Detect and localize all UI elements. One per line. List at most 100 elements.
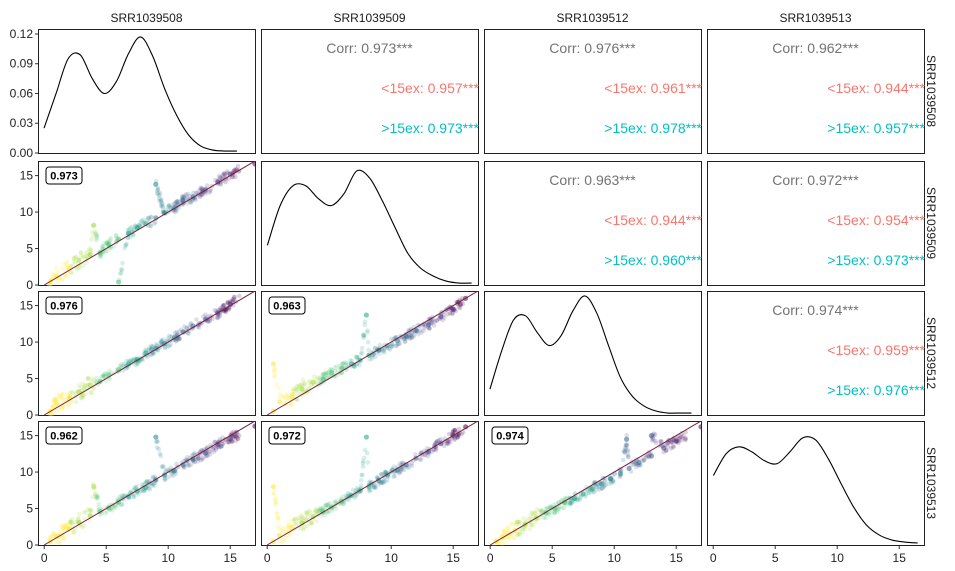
scatter-cloud-point xyxy=(103,249,108,254)
scatter-cloud-point xyxy=(343,493,349,498)
scatter-cloud-point xyxy=(89,376,95,381)
scatter-cloud-point xyxy=(681,433,686,439)
scatter-cloud-point xyxy=(446,431,452,437)
scatter-point xyxy=(450,306,456,312)
scatter-cloud-point xyxy=(412,451,418,457)
scatter-cloud-point xyxy=(306,379,312,385)
scatter-cloud-point xyxy=(210,316,215,322)
scatter-cloud-point xyxy=(289,402,295,407)
scatter-cloud-point xyxy=(81,516,87,521)
scatter-cloud-point xyxy=(343,362,349,367)
scatter-cloud-point xyxy=(88,247,94,253)
scatter-cloud-point xyxy=(359,472,365,478)
scatter-cloud-point xyxy=(85,376,91,382)
scatter-cloud-point xyxy=(165,204,171,210)
scatter-cloud-point xyxy=(172,209,178,214)
scatter-cloud-point xyxy=(211,449,217,455)
scatter-cloud-point xyxy=(378,472,384,477)
scatter-cloud-point xyxy=(492,544,497,546)
scatter-cloud-point xyxy=(77,265,83,271)
scatter-cloud-point xyxy=(171,201,177,206)
scatter-cloud-point xyxy=(55,279,60,284)
scatter-cloud-point xyxy=(357,362,362,368)
scatter-cloud-point xyxy=(168,465,174,470)
scatter-cloud-point xyxy=(408,332,413,338)
scatter-cloud-point xyxy=(68,520,74,525)
scatter-cloud-point xyxy=(380,472,385,477)
scatter-cloud-point xyxy=(69,270,74,275)
scatter-cloud-point xyxy=(155,439,161,444)
scatter-cloud-point xyxy=(176,336,182,342)
scatter-cloud-point xyxy=(534,507,540,512)
scatter-cloud-point xyxy=(429,449,435,454)
scatter-cloud-point xyxy=(313,508,319,513)
scatter-cloud-point xyxy=(399,460,405,465)
y-tick-label-SRR1039509: 10 xyxy=(20,205,34,219)
scatter-cloud-point xyxy=(193,190,199,196)
scatter-cloud-point xyxy=(141,488,146,494)
corr-badge-label: 0.963 xyxy=(273,301,301,313)
scatter-cloud-point xyxy=(155,191,160,197)
scatter-cloud-point xyxy=(82,383,87,389)
scatter-cloud-point xyxy=(397,461,403,466)
scatter-cloud-point xyxy=(100,243,105,249)
scatter-cloud-point xyxy=(611,479,616,485)
scatter-cloud-point xyxy=(512,535,518,541)
scatter-cloud-point xyxy=(600,485,606,491)
scatter-cloud-point xyxy=(220,174,226,179)
scatter-cloud-point xyxy=(324,502,329,508)
y-tick-label-density: 0.12 xyxy=(10,27,34,41)
y-tick-label-SRR1039509: 15 xyxy=(20,169,34,183)
scatter-point xyxy=(394,467,400,473)
scatter-cloud-point xyxy=(593,487,599,492)
scatter-cloud-point xyxy=(59,527,64,533)
scatter-cloud-point xyxy=(450,311,455,317)
panel-frame-SRR1039512-SRR1039509 xyxy=(261,291,479,416)
scatter-cloud-point xyxy=(623,443,629,448)
scatter-cloud-point xyxy=(211,445,217,451)
scatter-cloud-point xyxy=(48,414,53,416)
scatter-cloud-point xyxy=(285,533,291,539)
scatter-cloud-point xyxy=(275,515,281,521)
corr-panel-SRR1039509-SRR1039512: Corr: 0.963*** <15ex: 0.944*** >15ex: 0.96… xyxy=(549,172,702,268)
scatter-panel-SRR1039513-SRR1039509 xyxy=(266,421,479,546)
scatter-cloud-point xyxy=(163,468,169,473)
scatter-cloud-point xyxy=(70,520,75,525)
scatter-cloud-point xyxy=(81,394,87,399)
corr-high-text: >15ex: 0.978*** xyxy=(604,120,702,136)
scatter-cloud-point xyxy=(220,303,226,309)
scatter-cloud-point xyxy=(53,396,59,402)
scatter-cloud-point xyxy=(442,443,447,449)
scatter-cloud-point xyxy=(528,514,534,519)
scatter-cloud-point xyxy=(361,455,367,461)
scatter-cloud-point xyxy=(162,477,168,483)
scatter-cloud-point xyxy=(444,440,449,445)
scatter-cloud-point xyxy=(527,516,533,522)
scatter-cloud-point xyxy=(216,314,222,320)
scatter-cloud-point xyxy=(78,250,84,255)
scatter-cloud-point xyxy=(403,339,408,344)
scatter-point xyxy=(76,389,82,395)
scatter-cloud-point xyxy=(679,434,685,440)
scatter-cloud-point xyxy=(678,434,683,440)
scatter-cloud-point xyxy=(271,366,277,372)
scatter-cloud-point xyxy=(561,505,567,511)
scatter-point xyxy=(320,376,326,382)
scatter-cloud-point xyxy=(193,197,199,203)
scatter-panel-SRR1039513-SRR1039512 xyxy=(489,421,702,546)
scatter-cloud-point xyxy=(112,504,117,509)
scatter-cloud-point xyxy=(509,521,515,527)
scatter-cloud-point xyxy=(165,344,171,349)
scatter-cloud-point xyxy=(73,399,79,404)
scatter-cloud-point xyxy=(119,362,124,367)
scatter-cloud-point xyxy=(101,372,106,377)
scatter-cloud-point xyxy=(631,462,637,467)
scatter-cloud-point xyxy=(633,464,639,470)
scatter-cloud-point xyxy=(120,260,125,266)
scatter-cloud-point xyxy=(625,448,631,454)
scatter-cloud-point xyxy=(321,371,327,377)
scatter-cloud-point xyxy=(308,510,313,515)
corr-high-text: >15ex: 0.973*** xyxy=(827,252,925,268)
scatter-cloud-point xyxy=(549,510,554,515)
